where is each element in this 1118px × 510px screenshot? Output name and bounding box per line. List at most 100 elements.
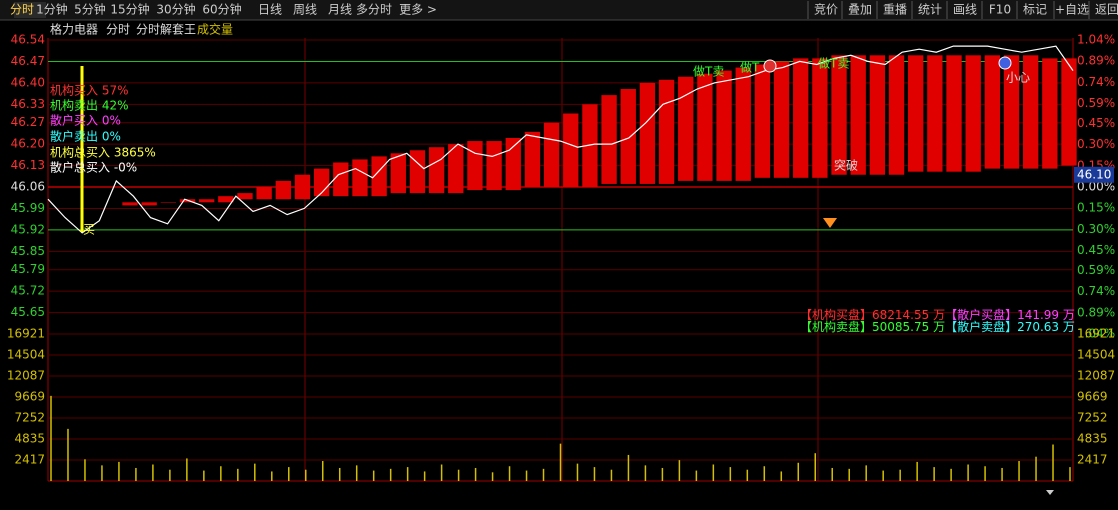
price-line bbox=[47, 45, 1074, 234]
toolbar-tab[interactable]: 多分时 bbox=[356, 3, 392, 17]
y2-tick-label: 1.04% bbox=[1077, 33, 1115, 47]
y-tick-label: 9669 bbox=[14, 390, 45, 404]
caution-icon bbox=[998, 56, 1012, 70]
toolbar-tab[interactable]: 5分钟 bbox=[74, 2, 106, 17]
toolbar bbox=[0, 0, 1118, 20]
y2-tick-label: 2417 bbox=[1077, 453, 1108, 467]
diamond-icon bbox=[823, 218, 837, 228]
indicator-bar bbox=[1042, 58, 1058, 169]
indicator-bar bbox=[984, 55, 1001, 169]
y2-tick-label: 0.74% bbox=[1077, 284, 1115, 298]
toolbar-button[interactable]: 标记 bbox=[1023, 3, 1047, 17]
indicator-bar bbox=[735, 67, 751, 181]
toolbar-button[interactable]: +自选 bbox=[1055, 3, 1089, 17]
orders-line: 【机构买盘】68214.55 万【散户买盘】141.99 万 bbox=[800, 307, 1075, 322]
indicator-bar bbox=[582, 104, 598, 187]
y-tick-label: 2417 bbox=[14, 453, 45, 467]
y2-tick-label: 0.30% bbox=[1077, 222, 1115, 236]
toolbar-tab[interactable]: 更多 > bbox=[399, 3, 437, 17]
y2-tick-label: 0.30% bbox=[1077, 137, 1115, 151]
toolbar-tab[interactable]: 30分钟 bbox=[156, 2, 195, 17]
y-tick-label: 16921 bbox=[7, 327, 45, 341]
indicator-bar bbox=[1023, 55, 1039, 169]
toolbar-button[interactable]: 叠加 bbox=[848, 3, 872, 17]
y-tick-label: 45.85 bbox=[11, 244, 45, 258]
y-tick-label: 46.06 bbox=[11, 180, 45, 194]
annotation: 突破 bbox=[834, 158, 858, 173]
indicator-bar bbox=[448, 144, 464, 194]
chart-layer: 46.54 46.47 46.40 46.33 46.27 46.20 46.13 46.06… bbox=[7, 33, 1115, 482]
toolbar-tab[interactable]: 周线 bbox=[293, 3, 317, 17]
indicator-bar bbox=[869, 55, 886, 175]
y-tick-label: 46.40 bbox=[11, 75, 45, 89]
annotation: 买 bbox=[83, 223, 95, 237]
indicator-bar bbox=[773, 61, 790, 178]
toolbar-button[interactable]: 重播 bbox=[883, 3, 907, 17]
volume-label: 成交量 bbox=[197, 22, 233, 37]
y-tick-label: 45.72 bbox=[11, 284, 45, 298]
y2-tick-label: 12087 bbox=[1077, 368, 1115, 382]
toolbar-tab[interactable]: 日线 bbox=[258, 3, 282, 17]
indicator-bar bbox=[256, 187, 272, 200]
toolbar-button[interactable]: 返回 bbox=[1095, 3, 1118, 17]
toolbar-tab[interactable]: 15分钟 bbox=[110, 2, 149, 17]
scroll-icon[interactable] bbox=[1046, 490, 1054, 495]
y-tick-label: 46.27 bbox=[11, 115, 45, 129]
toolbar-button[interactable]: F10 bbox=[989, 3, 1011, 17]
toolbar-button[interactable]: 画线 bbox=[953, 3, 977, 17]
indicator-bar bbox=[716, 70, 732, 181]
indicator-bar bbox=[831, 55, 847, 175]
stats: 机构买入 57% 机构卖出 42% 散户买入 0% 散户卖出 0% 机构总买入 … bbox=[50, 83, 156, 175]
indicator-bar bbox=[601, 95, 617, 184]
stat: 散户卖出 0% bbox=[50, 129, 121, 144]
stat: 机构总买入 3865% bbox=[50, 145, 156, 160]
y-tick-label: 45.79 bbox=[11, 262, 45, 276]
y-tick-label: 45.92 bbox=[11, 222, 45, 236]
order: 【散户买盘】141.99 万 bbox=[945, 307, 1075, 322]
period: 分时 bbox=[106, 23, 130, 37]
toolbar-tab[interactable]: 分时 bbox=[10, 3, 34, 17]
y2-tick-label: 4835 bbox=[1077, 431, 1108, 445]
y2-tick-label: 0.89% bbox=[1077, 54, 1115, 68]
toolbar-button[interactable]: 竞价 bbox=[814, 3, 838, 17]
y-tick-label: 12087 bbox=[7, 368, 45, 382]
y2-tick-label: 14504 bbox=[1077, 347, 1115, 361]
annotation: 做T卖 bbox=[818, 56, 849, 71]
indicator-bar bbox=[467, 141, 483, 191]
price-marker bbox=[1074, 166, 1114, 183]
indicator-bar bbox=[563, 113, 579, 187]
indicator-bar bbox=[352, 159, 368, 197]
header: 格力电器 分时 分时解套王 成交量 bbox=[50, 22, 233, 37]
y2-tick-label: 7252 bbox=[1077, 410, 1108, 424]
indicator-bar bbox=[122, 202, 138, 206]
toolbar-tab[interactable]: 1分钟 bbox=[36, 2, 68, 17]
indicator-bar bbox=[793, 58, 809, 178]
y2-tick-label: 0.45% bbox=[1077, 116, 1115, 130]
indicator-bar bbox=[218, 196, 234, 203]
indicator-bar bbox=[620, 89, 636, 184]
indicator-bar bbox=[639, 82, 656, 184]
toolbar-tab[interactable]: 60分钟 bbox=[202, 2, 241, 17]
order: 【机构买盘】68214.55 万 bbox=[800, 307, 945, 322]
price-marker-label: 46.10 bbox=[1077, 167, 1111, 181]
toolbar-tab[interactable]: 月线 bbox=[328, 3, 352, 17]
y-tick-label: 46.47 bbox=[11, 54, 45, 68]
indicator-bar bbox=[160, 202, 176, 203]
indicator-bar bbox=[678, 76, 694, 181]
y2-tick-label: 0.59% bbox=[1077, 263, 1115, 277]
toolbar-button[interactable]: 统计 bbox=[918, 3, 942, 17]
indicator-bar bbox=[1061, 58, 1077, 166]
y-tick-label: 4835 bbox=[14, 431, 45, 445]
stat: 机构买入 57% bbox=[50, 83, 129, 98]
y-tick-label: 7252 bbox=[14, 410, 45, 424]
stat: 机构卖出 42% bbox=[50, 98, 129, 113]
order: 【机构卖盘】50085.75 万 bbox=[800, 319, 945, 334]
indicator-bar bbox=[505, 138, 521, 191]
indicator-bar bbox=[333, 162, 349, 197]
orders-line: 【机构卖盘】50085.75 万【散户卖盘】270.63 万 bbox=[800, 319, 1075, 334]
indicator-bar bbox=[237, 193, 253, 200]
y2-tick-label: 0.74% bbox=[1077, 75, 1115, 89]
indicator-bar bbox=[390, 153, 406, 194]
indicator-bar bbox=[428, 147, 445, 194]
